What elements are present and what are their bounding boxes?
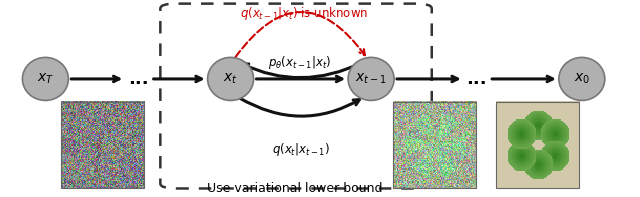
Text: ...: ... <box>466 70 487 88</box>
Bar <box>61 102 145 189</box>
Text: $x_{t-1}$: $x_{t-1}$ <box>355 72 387 86</box>
Text: $x_t$: $x_t$ <box>223 72 238 86</box>
Text: $q(x_{t-1}|x_t)$ is unknown: $q(x_{t-1}|x_t)$ is unknown <box>240 5 368 22</box>
Ellipse shape <box>207 57 253 100</box>
Bar <box>394 102 476 189</box>
Bar <box>495 102 579 189</box>
Text: $x_0$: $x_0$ <box>574 72 590 86</box>
Text: ...: ... <box>128 70 148 88</box>
Text: Use variational lower bound: Use variational lower bound <box>207 182 382 195</box>
Ellipse shape <box>22 57 68 100</box>
Ellipse shape <box>348 57 394 100</box>
Ellipse shape <box>559 57 605 100</box>
Text: $p_\theta(x_{t-1}|x_t)$: $p_\theta(x_{t-1}|x_t)$ <box>268 54 332 71</box>
Text: $x_T$: $x_T$ <box>37 72 54 86</box>
Text: $q(x_t|x_{t-1})$: $q(x_t|x_{t-1})$ <box>272 141 330 158</box>
